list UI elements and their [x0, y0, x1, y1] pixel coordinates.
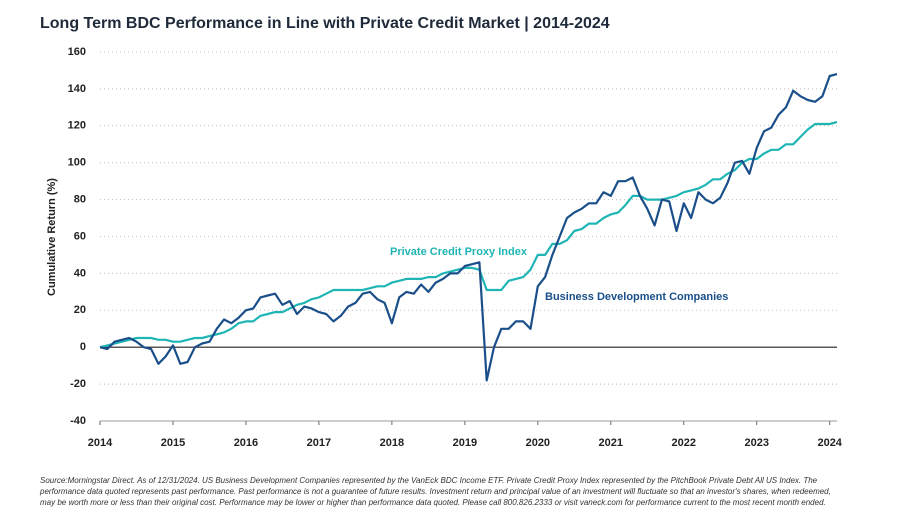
series-label: Business Development Companies — [545, 291, 728, 303]
x-tick-label: 2017 — [307, 437, 331, 449]
y-tick-label: 100 — [68, 157, 86, 169]
y-axis-label: Cumulative Return (%) — [46, 178, 58, 296]
x-tick-label: 2019 — [453, 437, 477, 449]
series-label: Private Credit Proxy Index — [390, 246, 528, 258]
x-tick-label: 2023 — [744, 437, 768, 449]
x-tick-label: 2022 — [672, 437, 696, 449]
chart: Long Term BDC Performance in Line with P… — [40, 15, 843, 449]
x-tick-label: 2024 — [817, 437, 842, 449]
y-tick-label: 160 — [68, 46, 86, 58]
y-tick-label: 60 — [74, 230, 86, 242]
footnote: Source:Morningstar Direct. As of 12/31/2… — [40, 476, 831, 507]
x-tick-label: 2018 — [380, 437, 404, 449]
y-tick-label: 120 — [68, 120, 86, 132]
series-line — [99, 121, 838, 349]
x-tick-label: 2020 — [526, 437, 550, 449]
y-tick-label: 40 — [74, 267, 86, 279]
y-tick-label: 140 — [68, 83, 86, 95]
x-tick-label: 2015 — [161, 437, 185, 449]
chart-title: Long Term BDC Performance in Line with P… — [40, 15, 610, 32]
x-tick-label: 2021 — [599, 437, 623, 449]
x-tick-label: 2014 — [88, 437, 113, 449]
y-tick-label: -40 — [70, 415, 86, 427]
x-tick-label: 2016 — [234, 437, 258, 449]
series-line — [99, 73, 838, 382]
y-tick-label: 80 — [74, 194, 86, 206]
y-tick-label: -20 — [70, 378, 86, 390]
y-tick-label: 20 — [74, 304, 86, 316]
y-tick-label: 0 — [80, 341, 86, 353]
